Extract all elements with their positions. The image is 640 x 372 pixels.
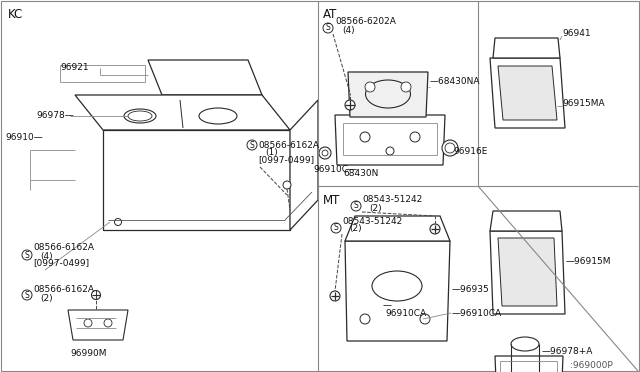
Circle shape <box>442 140 458 156</box>
Text: S: S <box>24 291 29 299</box>
Text: 68430N: 68430N <box>343 169 378 177</box>
Text: S: S <box>326 23 330 32</box>
Text: S: S <box>250 141 254 150</box>
Text: 96916E: 96916E <box>453 148 488 157</box>
Circle shape <box>84 319 92 327</box>
Text: 96921: 96921 <box>60 64 88 73</box>
Polygon shape <box>335 115 445 165</box>
Text: 08566-6162A: 08566-6162A <box>33 244 94 253</box>
Text: 96978—: 96978— <box>36 112 74 121</box>
Text: [0997-0499]: [0997-0499] <box>258 155 314 164</box>
Polygon shape <box>75 95 290 130</box>
Polygon shape <box>490 58 565 128</box>
Text: MT: MT <box>323 193 340 206</box>
Text: —96978+A: —96978+A <box>542 347 593 356</box>
Polygon shape <box>162 95 262 113</box>
Text: S: S <box>24 250 29 260</box>
Text: (2): (2) <box>40 294 52 302</box>
Circle shape <box>401 82 411 92</box>
Text: —96915M: —96915M <box>566 257 611 266</box>
Text: 08543-51242: 08543-51242 <box>362 196 422 205</box>
Text: KC: KC <box>8 7 23 20</box>
Text: 96915MA: 96915MA <box>562 99 605 108</box>
Polygon shape <box>495 356 563 372</box>
Polygon shape <box>345 241 450 341</box>
Text: 08543-51242: 08543-51242 <box>342 217 403 225</box>
Polygon shape <box>490 211 562 231</box>
Text: :969000P: :969000P <box>570 360 612 369</box>
Circle shape <box>360 132 370 142</box>
Circle shape <box>410 132 420 142</box>
Text: 96910CA: 96910CA <box>385 308 426 317</box>
Text: (1): (1) <box>265 148 278 157</box>
Polygon shape <box>68 310 128 340</box>
Text: 08566-6162A: 08566-6162A <box>258 141 319 150</box>
Polygon shape <box>498 238 557 306</box>
Text: 96990M: 96990M <box>70 350 106 359</box>
Text: (2): (2) <box>369 203 381 212</box>
Text: (4): (4) <box>342 26 355 35</box>
Polygon shape <box>103 130 290 230</box>
Text: [0997-0499]: [0997-0499] <box>33 259 89 267</box>
Text: —96910CA: —96910CA <box>452 308 502 317</box>
Text: 96910C—: 96910C— <box>313 166 357 174</box>
Circle shape <box>115 218 122 225</box>
Polygon shape <box>148 60 262 95</box>
Text: —96935: —96935 <box>452 285 490 294</box>
Text: —: — <box>383 301 392 311</box>
Text: S: S <box>354 202 358 211</box>
Circle shape <box>22 290 32 300</box>
Circle shape <box>420 314 430 324</box>
Circle shape <box>319 147 331 159</box>
Circle shape <box>445 143 455 153</box>
Circle shape <box>365 82 375 92</box>
Circle shape <box>430 224 440 234</box>
Polygon shape <box>490 231 565 314</box>
Circle shape <box>345 100 355 110</box>
Text: 08566-6202A: 08566-6202A <box>335 17 396 26</box>
Polygon shape <box>498 66 557 120</box>
Polygon shape <box>290 100 318 230</box>
Polygon shape <box>493 38 560 58</box>
Text: S: S <box>333 224 339 232</box>
Text: 96910—: 96910— <box>5 134 43 142</box>
Circle shape <box>104 319 112 327</box>
Text: 08566-6162A: 08566-6162A <box>33 285 94 295</box>
Circle shape <box>330 291 340 301</box>
Circle shape <box>351 201 361 211</box>
Circle shape <box>283 181 291 189</box>
Text: (4): (4) <box>40 251 52 260</box>
Text: 96941: 96941 <box>562 29 591 38</box>
Circle shape <box>22 250 32 260</box>
Circle shape <box>386 147 394 155</box>
Text: (2): (2) <box>349 224 362 234</box>
Circle shape <box>323 23 333 33</box>
Circle shape <box>92 291 100 299</box>
Polygon shape <box>348 72 428 117</box>
Circle shape <box>360 314 370 324</box>
Circle shape <box>331 223 341 233</box>
Circle shape <box>322 150 328 156</box>
Polygon shape <box>345 216 450 241</box>
Text: AT: AT <box>323 7 337 20</box>
Circle shape <box>247 140 257 150</box>
Text: —68430NA: —68430NA <box>430 77 481 87</box>
